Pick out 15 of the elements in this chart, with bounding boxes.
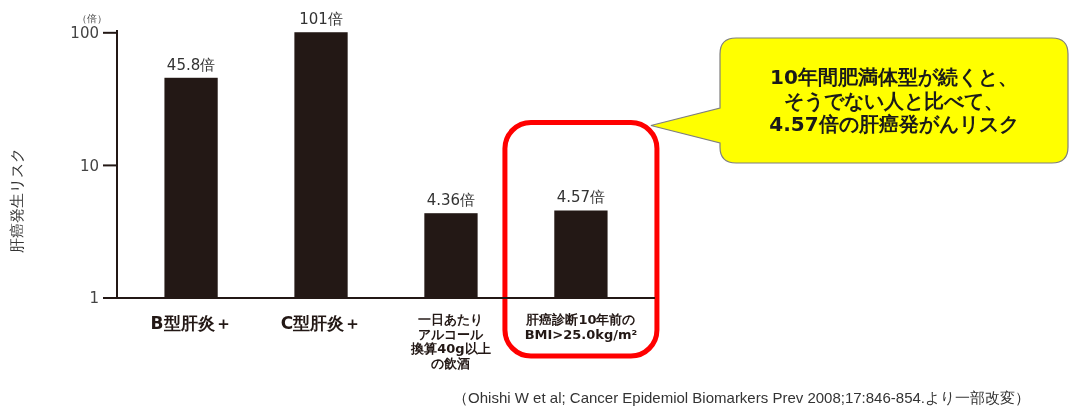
data-label: 4.57倍 — [556, 188, 606, 207]
y-tick-label: 100 — [70, 24, 99, 43]
data-label: 101倍 — [299, 10, 343, 29]
text: （倍） — [77, 13, 107, 24]
x-tick-label: B型肝炎＋ — [150, 313, 232, 333]
y-axis-title: 肝癌発生リスク — [8, 147, 26, 253]
x-tick-label: 肝癌診断10年前のBMI>25.0kg/m² — [524, 312, 638, 342]
x-tick-label: C型肝炎＋ — [280, 313, 362, 333]
x-tick-label: 一日あたりアルコール換算40g以上の飲酒 — [410, 312, 491, 371]
text: （Ohishi W et al; Cancer Epidemiol Biomarkers Prev 2008;17:846-854.より一部改変） — [453, 389, 1030, 406]
y-tick-label: 1 — [89, 289, 99, 308]
text: 10年間肥満体型が続くと、そうでない人と比べて、4.57倍の肝癌発がんリスク — [769, 65, 1019, 136]
y-tick-label: 10 — [79, 156, 99, 175]
data-label: 45.8倍 — [166, 55, 216, 74]
data-label: 4.36倍 — [426, 191, 476, 210]
